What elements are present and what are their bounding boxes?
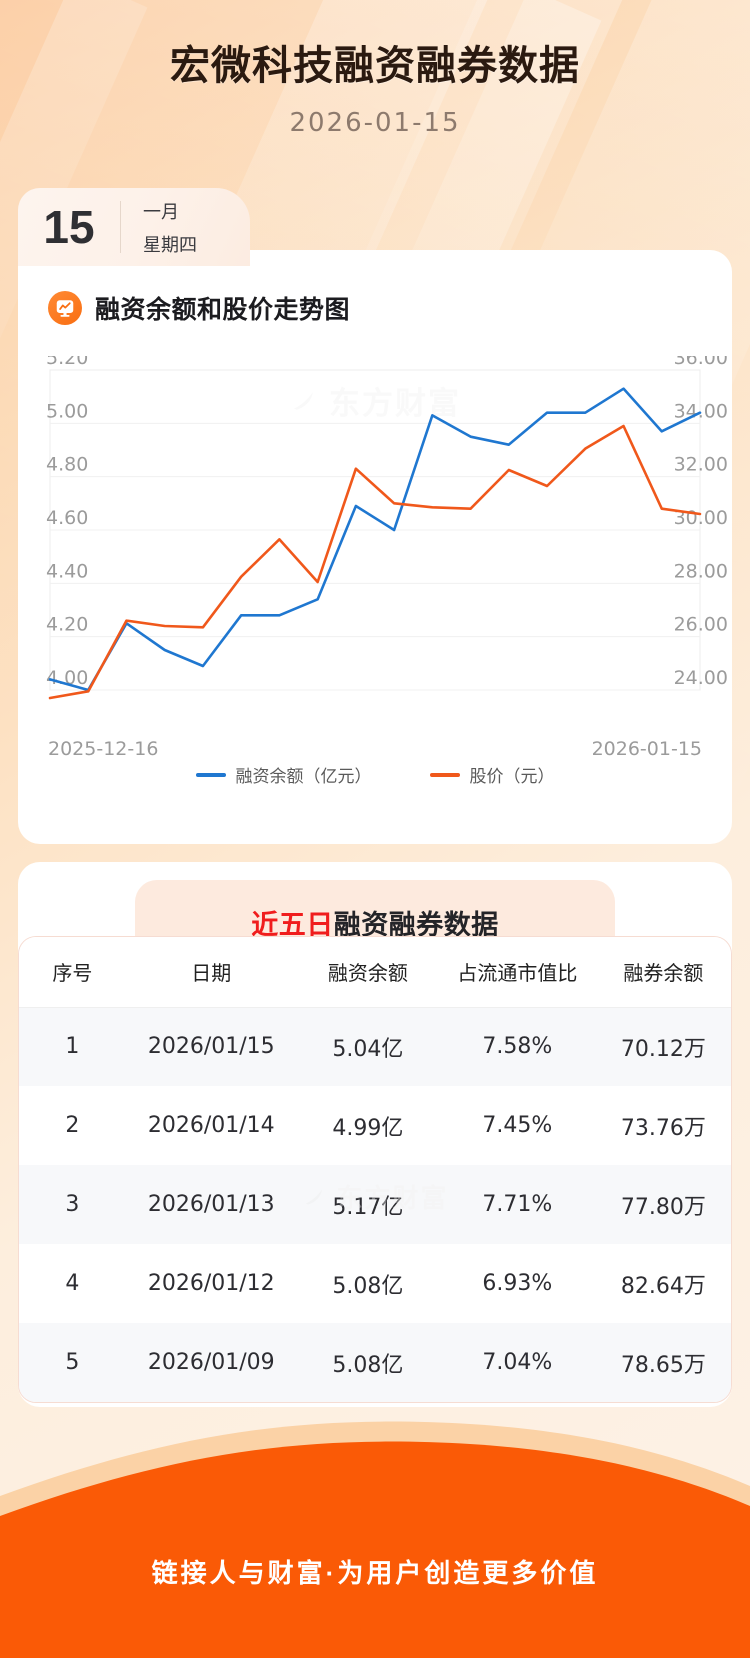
page-header: 宏微科技融资融券数据 2026-01-15 bbox=[0, 0, 750, 138]
svg-text:5.00: 5.00 bbox=[46, 400, 88, 422]
cell-market-cap-ratio: 7.04% bbox=[482, 1350, 553, 1375]
chart-legend: 融资余额（亿元） 股价（元） bbox=[18, 762, 732, 787]
cell-date: 2026/01/15 bbox=[147, 1034, 275, 1060]
column-header-securities-balance: 融券余额 bbox=[595, 937, 731, 1008]
table-title-highlight: 近五日 bbox=[251, 909, 334, 940]
svg-text:36.00: 36.00 bbox=[674, 356, 728, 369]
cell-securities-balance: 73.76万 bbox=[620, 1115, 706, 1141]
cell-financing-balance: 5.08亿 bbox=[332, 1352, 404, 1378]
table-title: 近五日融资融券数据 bbox=[251, 903, 499, 942]
cell-index: 3 bbox=[65, 1192, 80, 1217]
column-header-financing-balance: 融资余额 bbox=[296, 937, 440, 1008]
table-body: 1 2026/01/15 5.04亿 7.58% 70.12万 2 2026/01/14 4.… bbox=[19, 1007, 731, 1402]
footer-wave bbox=[0, 1421, 750, 1658]
chart-monitor-icon bbox=[48, 291, 82, 325]
cell-date: 2026/01/13 bbox=[147, 1192, 275, 1217]
table-header-row: 序号 日期 融资余额 占流通市值比 融券余额 bbox=[19, 937, 731, 1008]
margin-trading-table: 序号 日期 融资余额 占流通市值比 融券余额 1 2026/01/15 5.04亿 7… bbox=[19, 937, 731, 1402]
legend-item-financing: 融资余额（亿元） bbox=[195, 762, 372, 787]
date-badge-detail: 一月 星期四 bbox=[121, 198, 197, 257]
chart-title: 融资余额和股价走势图 bbox=[95, 296, 351, 324]
cell-securities-balance: 77.80万 bbox=[620, 1194, 706, 1220]
legend-label-financing: 融资余额（亿元） bbox=[235, 767, 372, 786]
svg-text:4.40: 4.40 bbox=[46, 560, 88, 582]
cell-securities-balance: 78.65万 bbox=[620, 1352, 706, 1378]
page-title: 宏微科技融资融券数据 bbox=[170, 44, 580, 88]
legend-swatch-financing bbox=[195, 772, 226, 777]
x-axis-end-label: 2026-01-15 bbox=[591, 738, 702, 760]
trend-chart: 5.20 36.005.00 34.004.80 32.004.60 30.004.40… bbox=[46, 356, 728, 700]
date-badge-day: 15 bbox=[43, 201, 95, 253]
svg-text:32.00: 32.00 bbox=[674, 454, 728, 476]
table-title-rest: 融资融券数据 bbox=[333, 909, 499, 940]
x-axis-start-label: 2025-12-16 bbox=[48, 738, 159, 760]
page-footer: 链接人与财富·为用户创造更多价值 bbox=[0, 1408, 750, 1658]
cell-index: 1 bbox=[65, 1034, 80, 1060]
svg-text:24.00: 24.00 bbox=[674, 667, 728, 689]
date-badge-divider bbox=[120, 201, 121, 253]
cell-market-cap-ratio: 7.71% bbox=[482, 1192, 553, 1217]
legend-swatch-price bbox=[429, 772, 460, 777]
column-header-index: 序号 bbox=[19, 937, 126, 1008]
date-badge-weekday: 星期四 bbox=[143, 234, 197, 255]
cell-market-cap-ratio: 6.93% bbox=[482, 1271, 553, 1296]
cell-date: 2026/01/14 bbox=[147, 1113, 275, 1138]
footer-slogan: 链接人与财富·为用户创造更多价值 bbox=[151, 1558, 599, 1588]
cell-date: 2026/01/12 bbox=[147, 1271, 275, 1296]
data-table-container: 序号 日期 融资余额 占流通市值比 融券余额 1 2026/01/15 5.04亿 7… bbox=[18, 936, 732, 1403]
column-header-market-cap-ratio: 占流通市值比 bbox=[439, 937, 596, 1008]
cell-securities-balance: 70.12万 bbox=[620, 1036, 706, 1062]
svg-text:4.80: 4.80 bbox=[46, 454, 88, 476]
column-header-date: 日期 bbox=[125, 937, 297, 1008]
date-badge: 15 一月 星期四 bbox=[18, 188, 250, 266]
cell-financing-balance: 5.08亿 bbox=[332, 1273, 404, 1299]
cell-index: 5 bbox=[65, 1350, 80, 1375]
cell-index: 4 bbox=[65, 1271, 80, 1296]
cell-financing-balance: 5.17亿 bbox=[332, 1194, 404, 1220]
table-row: 5 2026/01/09 5.08亿 7.04% 78.65万 bbox=[19, 1323, 731, 1402]
chart-header: 融资余额和股价走势图 bbox=[18, 250, 732, 326]
svg-text:5.20: 5.20 bbox=[46, 356, 88, 369]
svg-text:4.00: 4.00 bbox=[46, 667, 88, 689]
cell-index: 2 bbox=[65, 1113, 80, 1138]
chart-card: 融资余额和股价走势图 东方财富 5.20 36.00 5.00 34.00 4.80 32… bbox=[18, 250, 732, 844]
cell-financing-balance: 4.99亿 bbox=[332, 1115, 404, 1141]
cell-market-cap-ratio: 7.45% bbox=[482, 1113, 553, 1138]
svg-text:34.00: 34.00 bbox=[674, 400, 728, 422]
date-badge-month: 一月 bbox=[143, 201, 179, 222]
legend-label-price: 股价（元） bbox=[469, 767, 555, 786]
page-subtitle-date: 2026-01-15 bbox=[289, 108, 461, 138]
table-row: 3 2026/01/13 5.17亿 7.71% 77.80万 bbox=[19, 1165, 731, 1244]
table-row: 2 2026/01/14 4.99亿 7.45% 73.76万 bbox=[19, 1086, 731, 1165]
svg-text:26.00: 26.00 bbox=[674, 614, 728, 636]
svg-text:4.20: 4.20 bbox=[46, 614, 88, 636]
cell-market-cap-ratio: 7.58% bbox=[482, 1034, 553, 1060]
table-row: 4 2026/01/12 5.08亿 6.93% 82.64万 bbox=[19, 1244, 731, 1323]
chart-plot-area: 东方财富 5.20 36.00 5.00 34.00 4.80 32.00 4.60 30.0… bbox=[18, 356, 732, 760]
legend-item-price: 股价（元） bbox=[429, 762, 555, 787]
cell-securities-balance: 82.64万 bbox=[620, 1273, 706, 1299]
cell-date: 2026/01/09 bbox=[147, 1350, 275, 1375]
svg-text:28.00: 28.00 bbox=[674, 560, 728, 582]
cell-financing-balance: 5.04亿 bbox=[332, 1036, 404, 1062]
svg-text:4.60: 4.60 bbox=[46, 507, 88, 529]
table-row: 1 2026/01/15 5.04亿 7.58% 70.12万 bbox=[19, 1007, 731, 1086]
